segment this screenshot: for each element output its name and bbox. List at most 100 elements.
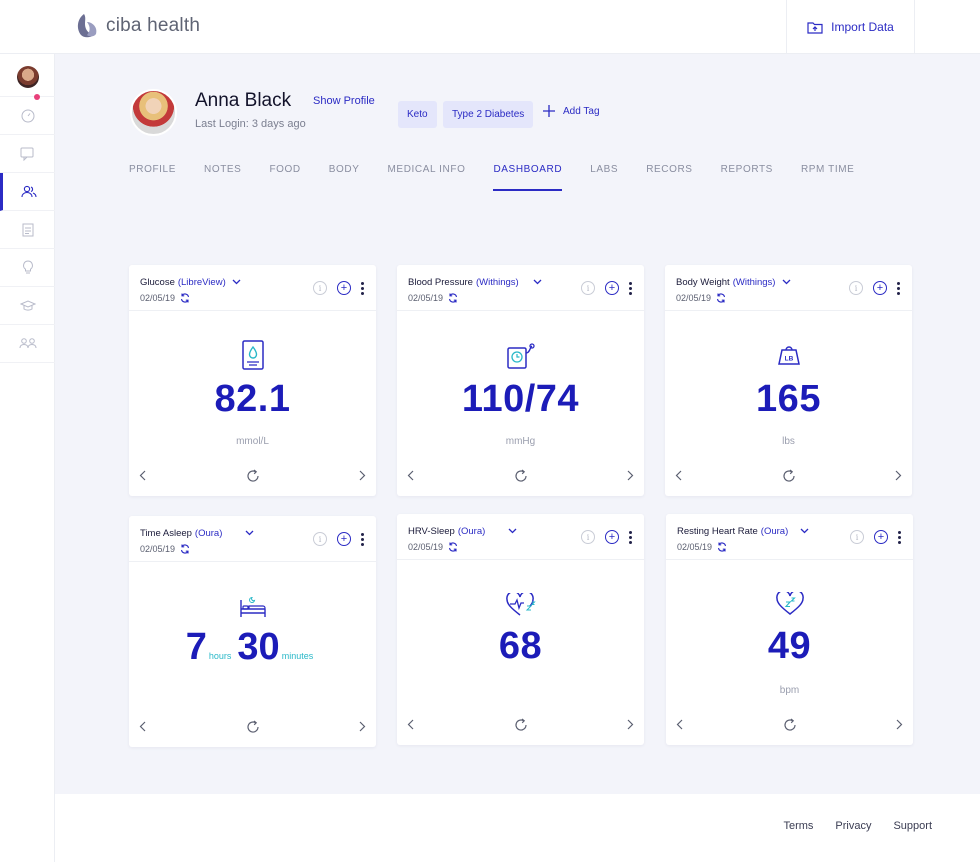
card-title[interactable]: Blood Pressure (Withings) bbox=[408, 277, 542, 288]
tag-keto[interactable]: Keto bbox=[398, 101, 437, 128]
more-options-icon[interactable] bbox=[361, 281, 364, 295]
card-actions: i + bbox=[581, 281, 632, 295]
info-icon[interactable]: i bbox=[581, 530, 595, 544]
tab-dashboard[interactable]: DASHBOARD bbox=[493, 164, 563, 191]
chevron-right-icon[interactable] bbox=[359, 470, 366, 481]
chevron-right-icon[interactable] bbox=[896, 719, 903, 730]
chevron-right-icon[interactable] bbox=[627, 719, 634, 730]
tag-type-2-diabetes[interactable]: Type 2 Diabetes bbox=[443, 101, 534, 128]
tab-body[interactable]: BODY bbox=[328, 164, 360, 175]
folder-upload-icon bbox=[807, 21, 823, 34]
import-data-button[interactable]: Import Data bbox=[786, 0, 915, 54]
card-title[interactable]: Body Weight (Withings) bbox=[676, 277, 791, 288]
sidebar-item-education[interactable] bbox=[0, 287, 55, 325]
footer-privacy-link[interactable]: Privacy bbox=[835, 820, 872, 832]
metric-card-time-asleep: Time Asleep (Oura) 02/05/19 i + 7 hours 30 m… bbox=[129, 516, 376, 747]
add-icon[interactable]: + bbox=[337, 281, 351, 295]
card-title[interactable]: HRV-Sleep (Oura) bbox=[408, 526, 517, 537]
more-options-icon[interactable] bbox=[629, 281, 632, 295]
more-options-icon[interactable] bbox=[897, 281, 900, 295]
sidebar-item-documents[interactable] bbox=[0, 211, 55, 249]
info-icon[interactable]: i bbox=[313, 532, 327, 546]
info-icon[interactable]: i bbox=[850, 530, 864, 544]
refresh-icon[interactable] bbox=[246, 720, 260, 734]
sidebar-item-ideas[interactable] bbox=[0, 249, 55, 287]
tab-labs[interactable]: LABS bbox=[590, 164, 619, 175]
brand-logo[interactable]: ciba health bbox=[76, 13, 200, 39]
card-title[interactable]: Glucose (LibreView) bbox=[140, 277, 241, 288]
more-options-icon[interactable] bbox=[629, 530, 632, 544]
info-icon[interactable]: i bbox=[849, 281, 863, 295]
blood-pressure-icon bbox=[397, 343, 644, 369]
tab-medical-info[interactable]: MEDICAL INFO bbox=[387, 164, 466, 175]
card-source: (Oura) bbox=[194, 528, 223, 539]
import-data-label: Import Data bbox=[831, 20, 894, 34]
sidebar-item-groups[interactable] bbox=[0, 325, 55, 363]
footer-support-link[interactable]: Support bbox=[893, 820, 932, 832]
sidebar-item-dashboard[interactable] bbox=[0, 97, 55, 135]
add-icon[interactable]: + bbox=[873, 281, 887, 295]
add-icon[interactable]: + bbox=[874, 530, 888, 544]
bed-icon bbox=[129, 596, 376, 618]
tab-notes[interactable]: NOTES bbox=[204, 164, 242, 175]
chevron-down-icon[interactable] bbox=[782, 279, 791, 285]
card-navigation bbox=[676, 718, 903, 733]
add-tag-button[interactable]: Add Tag bbox=[543, 105, 600, 117]
chevron-left-icon[interactable] bbox=[676, 719, 683, 730]
card-date: 02/05/19 bbox=[677, 542, 727, 552]
metric-card-body-weight: Body Weight (Withings) 02/05/19 i + LB 16… bbox=[665, 265, 912, 496]
card-title[interactable]: Time Asleep (Oura) bbox=[140, 528, 254, 539]
sync-icon[interactable] bbox=[717, 542, 727, 552]
chevron-right-icon[interactable] bbox=[627, 470, 634, 481]
show-profile-link[interactable]: Show Profile bbox=[313, 95, 375, 107]
card-actions: i + bbox=[313, 281, 364, 295]
chevron-right-icon[interactable] bbox=[359, 721, 366, 732]
card-date: 02/05/19 bbox=[140, 544, 190, 554]
refresh-icon[interactable] bbox=[514, 469, 528, 483]
metric-unit: bpm bbox=[779, 685, 800, 696]
metric-unit: mmHg bbox=[505, 436, 536, 447]
leaf-logo-icon bbox=[77, 14, 97, 38]
tab-recors[interactable]: RECORS bbox=[646, 164, 693, 175]
more-options-icon[interactable] bbox=[361, 532, 364, 546]
chevron-down-icon[interactable] bbox=[232, 279, 241, 285]
add-icon[interactable]: + bbox=[337, 532, 351, 546]
card-title[interactable]: Resting Heart Rate (Oura) bbox=[677, 526, 809, 537]
sync-icon[interactable] bbox=[716, 293, 726, 303]
add-icon[interactable]: + bbox=[605, 530, 619, 544]
refresh-icon[interactable] bbox=[783, 718, 797, 732]
metric-value: 49 bbox=[767, 625, 812, 667]
chevron-left-icon[interactable] bbox=[675, 470, 682, 481]
card-title-label: Body Weight bbox=[676, 277, 730, 288]
chevron-left-icon[interactable] bbox=[407, 719, 414, 730]
tab-rpm-time[interactable]: RPM TIME bbox=[800, 164, 855, 175]
chevron-down-icon[interactable] bbox=[245, 530, 254, 536]
sync-icon[interactable] bbox=[448, 293, 458, 303]
refresh-icon[interactable] bbox=[514, 718, 528, 732]
info-icon[interactable]: i bbox=[313, 281, 327, 295]
chevron-right-icon[interactable] bbox=[895, 470, 902, 481]
info-icon[interactable]: i bbox=[581, 281, 595, 295]
chevron-down-icon[interactable] bbox=[800, 528, 809, 534]
tab-profile[interactable]: PROFILE bbox=[129, 164, 176, 175]
refresh-icon[interactable] bbox=[782, 469, 796, 483]
chevron-down-icon[interactable] bbox=[508, 528, 517, 534]
sidebar-item-messages[interactable] bbox=[0, 135, 55, 173]
sync-icon[interactable] bbox=[180, 293, 190, 303]
sidebar-item-patients[interactable] bbox=[0, 173, 55, 211]
refresh-icon[interactable] bbox=[246, 469, 260, 483]
add-icon[interactable]: + bbox=[605, 281, 619, 295]
chevron-left-icon[interactable] bbox=[407, 470, 414, 481]
chevron-down-icon[interactable] bbox=[533, 279, 542, 285]
sync-icon[interactable] bbox=[448, 542, 458, 552]
profile-tabs: PROFILE NOTES FOOD BODY MEDICAL INFO DAS… bbox=[129, 164, 882, 191]
sync-icon[interactable] bbox=[180, 544, 190, 554]
tab-food[interactable]: FOOD bbox=[269, 164, 301, 175]
footer-terms-link[interactable]: Terms bbox=[783, 820, 814, 832]
sidebar-user-avatar[interactable] bbox=[0, 57, 55, 97]
chevron-left-icon[interactable] bbox=[139, 721, 146, 732]
chevron-left-icon[interactable] bbox=[139, 470, 146, 481]
more-options-icon[interactable] bbox=[898, 530, 901, 544]
tab-reports[interactable]: REPORTS bbox=[720, 164, 773, 175]
avatar bbox=[16, 65, 39, 88]
